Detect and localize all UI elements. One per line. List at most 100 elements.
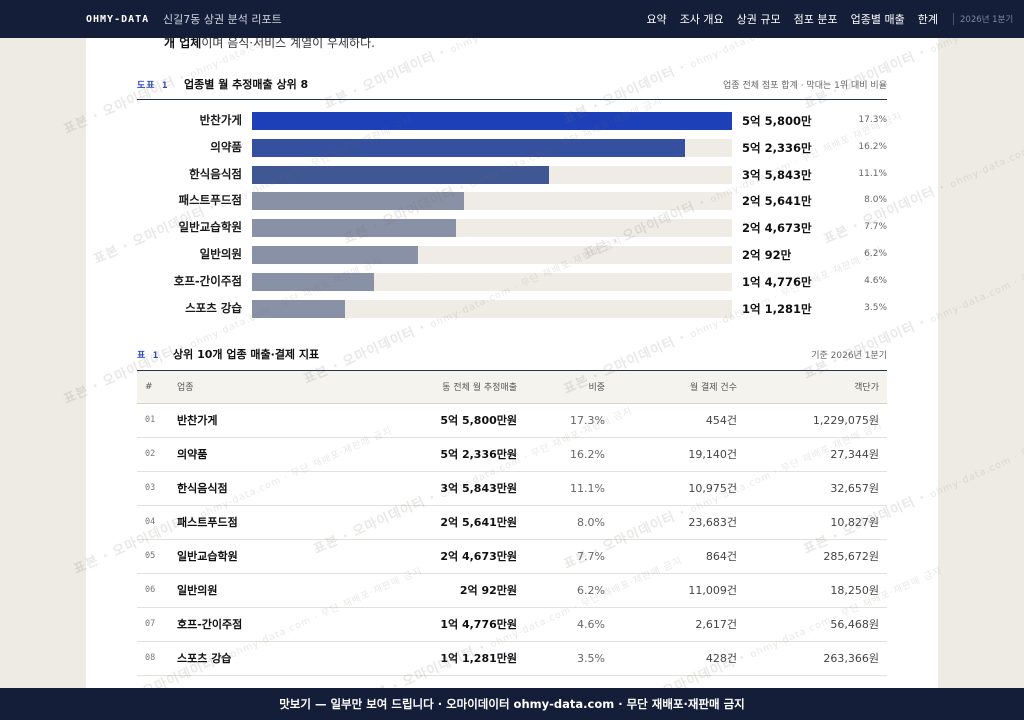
table-row: 06 일반의원 2억 92만원 6.2% 11,009건 18,250원 bbox=[137, 573, 887, 608]
figure-title: 업종별 월 추정매출 상위 8 bbox=[184, 78, 309, 91]
report-page: 개 업체이며 음식·서비스 계열이 우세하다. 도표 1 업종별 월 추정매출 … bbox=[86, 38, 938, 688]
bar-row: 반찬가게 5억 5,800만 17.3% bbox=[86, 110, 938, 130]
preview-footer-banner: 맛보기 — 일부만 보여 드립니다 · 오마이데이터 ohmy-data.com… bbox=[0, 688, 1024, 720]
bar-value-label: 5억 5,800만 bbox=[742, 114, 812, 128]
cell-avg-spend: 56,468원 bbox=[745, 607, 887, 642]
nav-item-survey-overview[interactable]: 조사 개요 bbox=[679, 13, 724, 26]
col-header-industry: 업종 bbox=[169, 371, 365, 404]
figure-note: 업종 전체 점포 합계 · 막대는 1위 대비 비율 bbox=[723, 81, 887, 91]
cell-payment-count: 454건 bbox=[613, 403, 745, 438]
cell-rank: 05 bbox=[137, 539, 169, 574]
cell-industry: 한식음식점 bbox=[169, 471, 365, 506]
cell-rank: 06 bbox=[137, 573, 169, 608]
nav-item-summary[interactable]: 요약 bbox=[646, 13, 667, 26]
bar-row: 스포츠 강습 1억 1,281만 3.5% bbox=[86, 298, 938, 318]
bar bbox=[252, 138, 686, 157]
section-nav: 요약 조사 개요 상권 규모 점포 분포 업종별 매출 한계 2026년 1분기 bbox=[646, 0, 1024, 38]
watermark-sub-text: ohmy-data.com · 무단 재배포·재판매 금지 bbox=[928, 405, 1024, 501]
cell-monthly-sales: 2억 5,641만원 bbox=[365, 505, 525, 540]
nav-item-market-size[interactable]: 상권 규모 bbox=[736, 13, 781, 26]
table-row: 08 스포츠 강습 1억 1,281만원 3.5% 428건 263,366원 bbox=[137, 641, 887, 676]
cell-share: 6.2% bbox=[525, 573, 613, 608]
cell-payment-count: 2,617건 bbox=[613, 607, 745, 642]
bar-category-label: 반찬가게 bbox=[199, 113, 242, 127]
cell-payment-count: 23,683건 bbox=[613, 505, 745, 540]
industry-metrics-table: # 업종 동 전체 월 추정매출 비중 월 결제 건수 객단가 01 반찬가게 5억… bbox=[137, 371, 887, 676]
bar-share-label: 8.0% bbox=[864, 195, 887, 206]
table-header-row: # 업종 동 전체 월 추정매출 비중 월 결제 건수 객단가 bbox=[137, 371, 887, 404]
brand-logo[interactable]: OHMY-DATA bbox=[86, 13, 150, 25]
table-row: 02 의약품 5억 2,336만원 16.2% 19,140건 27,344원 bbox=[137, 437, 887, 472]
bar-track bbox=[252, 192, 732, 211]
cell-monthly-sales: 3억 5,843만원 bbox=[365, 471, 525, 506]
cell-industry: 호프-간이주점 bbox=[169, 607, 365, 642]
cell-industry: 반찬가게 bbox=[169, 403, 365, 438]
bar-share-label: 16.2% bbox=[858, 141, 887, 152]
bar bbox=[252, 219, 457, 238]
col-header-rank: # bbox=[137, 371, 169, 404]
cell-payment-count: 10,975건 bbox=[613, 471, 745, 506]
cell-share: 17.3% bbox=[525, 403, 613, 438]
cell-monthly-sales: 1억 4,776만원 bbox=[365, 607, 525, 642]
bar-share-label: 11.1% bbox=[858, 168, 887, 179]
cell-rank: 02 bbox=[137, 437, 169, 472]
cell-monthly-sales: 5억 5,800만원 bbox=[365, 403, 525, 438]
table-header: 표 1 상위 10개 업종 매출·결제 지표 기준 2026년 1분기 bbox=[137, 343, 887, 371]
cell-industry: 패스트푸드점 bbox=[169, 505, 365, 540]
nav-item-sales-by-industry[interactable]: 업종별 매출 bbox=[850, 13, 905, 26]
sales-bar-chart: 반찬가게 5억 5,800만 17.3% 의약품 5억 2,336만 16.2% 한식음식점… bbox=[86, 110, 938, 320]
bar bbox=[252, 299, 346, 318]
table-body: 01 반찬가게 5억 5,800만원 17.3% 454건 1,229,075원 02 의약품… bbox=[137, 403, 887, 676]
cell-share: 16.2% bbox=[525, 437, 613, 472]
bar-category-label: 한식음식점 bbox=[189, 166, 242, 181]
cell-industry: 일반교습학원 bbox=[169, 539, 365, 574]
bar-row: 의약품 5억 2,336만 16.2% bbox=[86, 137, 938, 157]
col-header-avg-spend: 객단가 bbox=[745, 371, 887, 404]
cell-avg-spend: 27,344원 bbox=[745, 437, 887, 472]
bar-category-label: 일반교습학원 bbox=[178, 220, 242, 235]
bar-category-label: 의약품 bbox=[210, 139, 242, 154]
bar-share-label: 6.2% bbox=[864, 249, 887, 259]
cell-rank: 08 bbox=[137, 641, 169, 676]
watermark-sub-text: ohmy-data.com · 무단 재배포·재판매 금지 bbox=[928, 230, 1024, 326]
table-title: 상위 10개 업종 매출·결제 지표 bbox=[173, 348, 320, 361]
nav-item-store-distribution[interactable]: 점포 분포 bbox=[793, 13, 838, 26]
col-header-share: 비중 bbox=[525, 371, 613, 404]
bar-track bbox=[252, 138, 732, 157]
bar-share-label: 3.5% bbox=[864, 302, 887, 313]
cell-share: 3.5% bbox=[525, 641, 613, 676]
bar-value-label: 1억 1,281만 bbox=[742, 301, 812, 316]
bar-share-label: 7.7% bbox=[864, 222, 887, 233]
intro-paragraph-cut: 개 업체이며 음식·서비스 계열이 우세하다. bbox=[164, 38, 375, 51]
cell-avg-spend: 18,250원 bbox=[745, 573, 887, 608]
table-row: 05 일반교습학원 2억 4,673만원 7.7% 864건 285,672원 bbox=[137, 539, 887, 574]
bar-category-label: 일반의원 bbox=[199, 247, 242, 261]
col-header-payment-count: 월 결제 건수 bbox=[613, 371, 745, 404]
cell-share: 11.1% bbox=[525, 471, 613, 506]
report-title: 신길7동 상권 분석 리포트 bbox=[163, 13, 282, 26]
nav-period-label: 2026년 1분기 bbox=[960, 15, 1014, 25]
cell-share: 7.7% bbox=[525, 539, 613, 574]
col-header-monthly-sales: 동 전체 월 추정매출 bbox=[365, 371, 525, 404]
bar-row: 일반의원 2억 92만 6.2% bbox=[86, 244, 938, 264]
intro-rest-text: 이며 음식·서비스 계열이 우세하다. bbox=[201, 38, 375, 50]
cell-avg-spend: 32,657원 bbox=[745, 471, 887, 506]
bar-value-label: 2억 92만 bbox=[742, 248, 792, 262]
cell-monthly-sales: 2억 4,673만원 bbox=[365, 539, 525, 574]
cell-rank: 01 bbox=[137, 403, 169, 438]
cell-share: 8.0% bbox=[525, 505, 613, 540]
nav-divider bbox=[953, 13, 954, 25]
bar-value-label: 2억 4,673만 bbox=[742, 221, 812, 236]
bar-share-label: 17.3% bbox=[858, 115, 887, 125]
bar-category-label: 호프-간이주점 bbox=[173, 273, 242, 288]
nav-item-limitations[interactable]: 한계 bbox=[917, 13, 938, 26]
cell-avg-spend: 285,672원 bbox=[745, 539, 887, 574]
figure-header: 도표 1 업종별 월 추정매출 상위 8 업종 전체 점포 합계 · 막대는 1… bbox=[137, 76, 887, 100]
bar-row: 한식음식점 3억 5,843만 11.1% bbox=[86, 164, 938, 184]
bar-value-label: 2억 5,641만 bbox=[742, 194, 812, 209]
bar-category-label: 스포츠 강습 bbox=[185, 300, 242, 315]
cell-payment-count: 11,009건 bbox=[613, 573, 745, 608]
bar-track bbox=[252, 165, 732, 184]
cell-industry: 의약품 bbox=[169, 437, 365, 472]
bar-track bbox=[252, 112, 732, 130]
